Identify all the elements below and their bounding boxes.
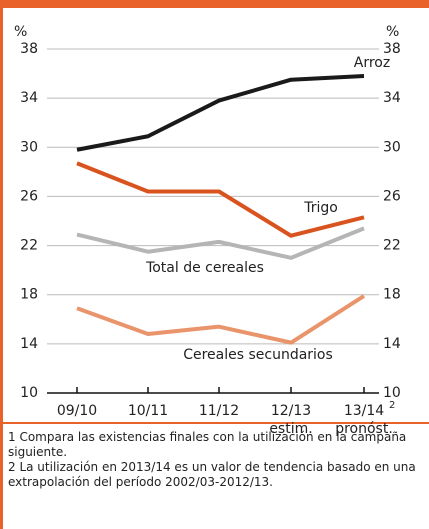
y-axis-label: % bbox=[14, 24, 27, 40]
y2-tick-label: 10 bbox=[383, 385, 401, 401]
y2-tick-label: 38 bbox=[383, 41, 401, 57]
series-label: Trigo bbox=[303, 200, 338, 216]
line-series bbox=[76, 294, 366, 345]
left-border bbox=[0, 0, 3, 529]
y2-tick-label: 14 bbox=[383, 336, 401, 352]
line-series bbox=[76, 226, 365, 260]
y2-tick-label: 30 bbox=[383, 139, 401, 155]
series-label: Cereales secundarios bbox=[183, 347, 333, 363]
series-label: Arroz bbox=[354, 55, 390, 71]
y-tick-label: 30 bbox=[20, 139, 38, 155]
y2-tick-label: 22 bbox=[383, 238, 401, 254]
y-tick-label: 38 bbox=[20, 41, 38, 57]
y-tick-label: 10 bbox=[20, 385, 38, 401]
x-tick-note: estim. bbox=[269, 421, 312, 437]
footnote: 2 La utilización en 2013/14 es un valor … bbox=[8, 460, 416, 489]
x-tick-label: 11/12 bbox=[199, 403, 239, 419]
x-tick-note: pronóst. bbox=[335, 421, 393, 437]
series-label: Total de cereales bbox=[145, 260, 264, 276]
footnote: 1 Compara las existencias finales con la… bbox=[8, 430, 407, 459]
y2-tick-label: 34 bbox=[383, 90, 401, 106]
y2-tick-label: 26 bbox=[383, 188, 401, 204]
footnotes: 1 Compara las existencias finales con la… bbox=[8, 430, 429, 490]
x-tick-label: 09/10 bbox=[57, 403, 97, 419]
y-tick-label: 14 bbox=[20, 336, 38, 352]
x-tick-superscript: 2 bbox=[389, 400, 395, 411]
y2-axis-label: % bbox=[386, 24, 399, 40]
x-tick-label: 12/13 bbox=[271, 403, 311, 419]
top-bar bbox=[0, 0, 429, 8]
line-series bbox=[76, 74, 365, 152]
y2-tick-label: 18 bbox=[383, 287, 401, 303]
line-series bbox=[76, 161, 365, 238]
y-tick-label: 26 bbox=[20, 188, 38, 204]
y-tick-label: 34 bbox=[20, 90, 38, 106]
y-tick-label: 18 bbox=[20, 287, 38, 303]
y-tick-label: 22 bbox=[20, 238, 38, 254]
x-tick-label: 13/14 bbox=[344, 403, 384, 419]
x-tick-label: 10/11 bbox=[128, 403, 168, 419]
